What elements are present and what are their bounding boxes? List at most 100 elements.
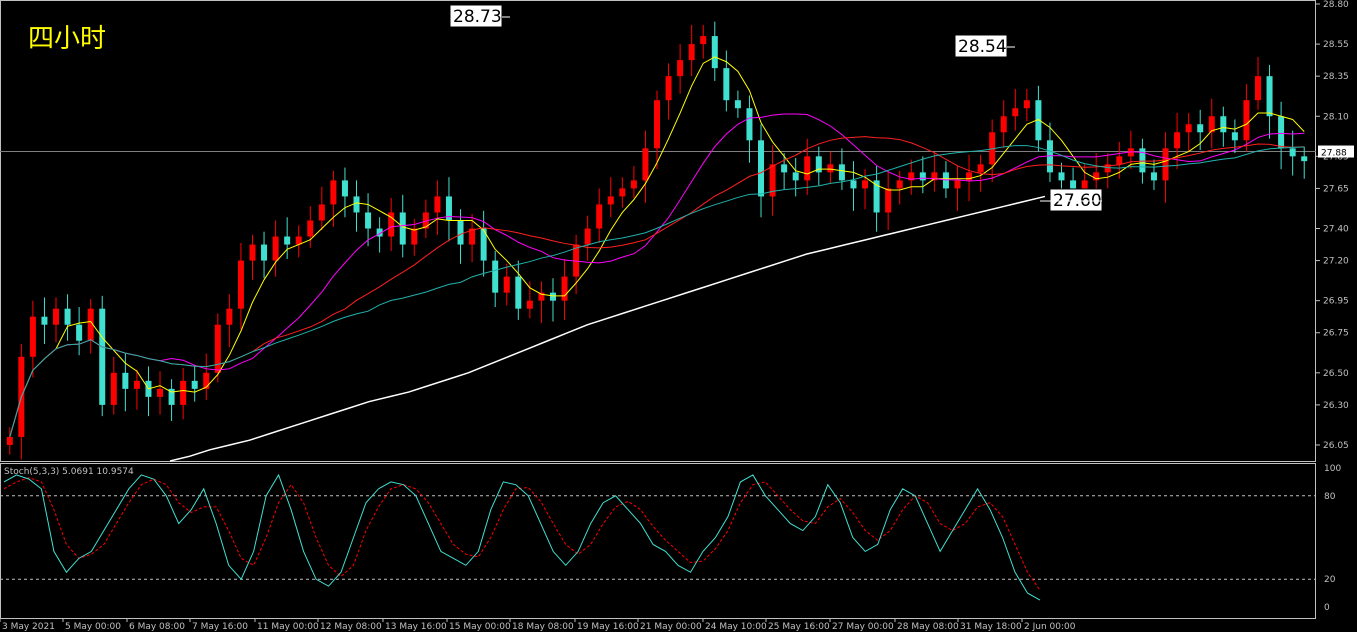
candle-body	[619, 188, 626, 197]
candle-body	[677, 60, 684, 77]
main-frame	[0, 0, 1316, 462]
candle-body	[307, 220, 314, 237]
candle-body	[977, 164, 984, 173]
candle-body	[191, 380, 198, 389]
candle-body	[168, 388, 175, 405]
annotation-label: 28.54	[958, 37, 1007, 57]
x-tick-label: 28 May 08:00	[897, 622, 959, 632]
candle-body	[1254, 76, 1261, 101]
candle-body	[758, 140, 765, 197]
candle-body	[64, 308, 71, 325]
candle-body	[538, 292, 545, 301]
ma-teal-line	[9, 145, 1305, 438]
candle-body	[549, 292, 556, 301]
candle-body	[630, 180, 637, 189]
candle-body	[41, 316, 48, 325]
candle-body	[1185, 124, 1192, 133]
ma-fast-line	[9, 56, 1305, 438]
candle-body	[1266, 76, 1273, 117]
candle-body	[573, 244, 580, 277]
candle-body	[1127, 148, 1134, 157]
candle-body	[295, 236, 302, 245]
price-tick-label: 28.55	[1323, 40, 1349, 50]
candle-body	[769, 164, 776, 197]
candle-body	[1150, 172, 1157, 181]
candle-body	[1197, 124, 1204, 133]
price-tick-label: 27.65	[1323, 184, 1349, 194]
candle-body	[584, 228, 591, 245]
candle-body	[526, 300, 533, 309]
price-tick-label: 26.30	[1323, 401, 1349, 411]
candle-body	[376, 228, 383, 237]
candle-body	[1058, 172, 1065, 181]
candle-body	[665, 76, 672, 101]
price-tick-label: 28.35	[1323, 72, 1349, 82]
candle-body	[1081, 180, 1088, 189]
candle-body	[954, 180, 961, 189]
candle-body	[53, 308, 60, 325]
x-tick-label: 13 May 16:00	[385, 622, 447, 632]
candle-body	[203, 372, 210, 389]
price-tick-label: 27.20	[1323, 257, 1349, 267]
candle-body	[1289, 148, 1296, 157]
candle-body	[180, 380, 187, 405]
candle-body	[827, 164, 834, 173]
candle-body	[445, 196, 452, 221]
candle-body	[642, 148, 649, 181]
candle-body	[1023, 100, 1030, 109]
candle-body	[1162, 148, 1169, 181]
candle-body	[1012, 108, 1019, 117]
price-tick-label: 26.50	[1323, 369, 1349, 379]
x-tick-label: 27 May 00:00	[832, 622, 894, 632]
candle-body	[261, 244, 268, 261]
candle-body	[942, 172, 949, 189]
stoch-frame	[0, 463, 1316, 619]
price-tick-label: 26.75	[1323, 329, 1349, 339]
candle-body	[469, 228, 476, 245]
price-tick-label: 26.05	[1323, 441, 1349, 451]
candle-body	[850, 180, 857, 189]
candle-body	[804, 156, 811, 181]
candle-body	[862, 180, 869, 189]
candle-body	[723, 68, 730, 101]
candle-body	[157, 388, 164, 397]
candle-body	[561, 276, 568, 301]
candle-body	[596, 204, 603, 229]
candle-body	[966, 172, 973, 181]
candle-body	[110, 372, 117, 405]
candle-body	[1301, 156, 1308, 162]
candle-body	[330, 180, 337, 205]
stoch-tick-label: 20	[1324, 575, 1336, 585]
candle-body	[365, 212, 372, 229]
candle-body	[480, 228, 487, 261]
candle-body	[434, 196, 441, 213]
candle-body	[29, 316, 36, 357]
stoch-tick-label: 80	[1324, 492, 1336, 502]
candle-body	[411, 228, 418, 245]
candle-body	[515, 276, 522, 309]
candle-body	[908, 172, 915, 181]
price-tick-label: 28.10	[1323, 112, 1349, 122]
candle-body	[711, 36, 718, 69]
candle-body	[272, 236, 279, 261]
candle-body	[318, 204, 325, 221]
candle-body	[1231, 132, 1238, 141]
x-tick-label: 21 May 00:00	[640, 622, 702, 632]
price-tick-label: 27.40	[1323, 225, 1349, 235]
candle-body	[885, 188, 892, 213]
annotation-box	[449, 4, 503, 28]
candle-body	[503, 276, 510, 293]
price-tick-label: 26.95	[1323, 297, 1349, 307]
current-price-box	[1318, 145, 1354, 158]
candle-body	[746, 108, 753, 141]
annotation-label: 28.73	[453, 7, 502, 27]
candle-body	[6, 436, 13, 445]
x-tick-label: 2 Jun 00:00	[1024, 622, 1076, 632]
candle-body	[249, 244, 256, 261]
candle-body	[1139, 148, 1146, 173]
candle-body	[896, 180, 903, 189]
candle-body	[1070, 180, 1077, 189]
candle-body	[931, 172, 938, 181]
x-tick-label: 11 May 00:00	[257, 622, 319, 632]
